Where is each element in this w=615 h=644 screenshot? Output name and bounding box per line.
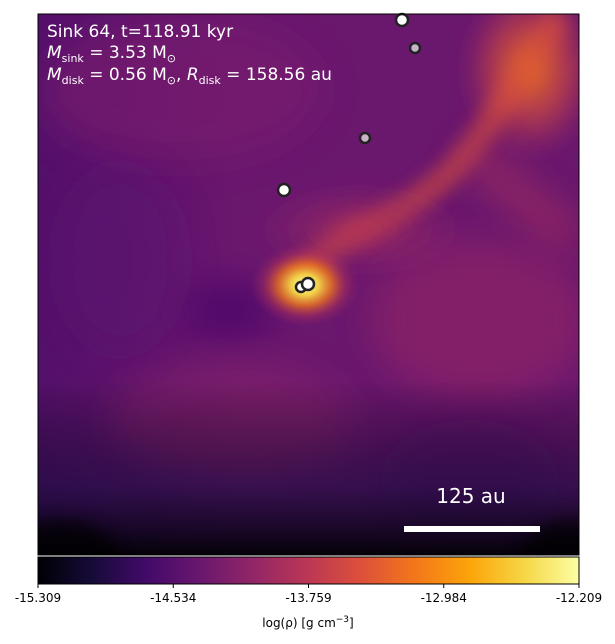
colorbar-tick-label: -14.534 xyxy=(150,591,196,605)
sink-marker xyxy=(394,12,410,28)
colorbar-tick-label: -12.209 xyxy=(556,591,602,605)
sink-marker xyxy=(408,41,422,55)
sink-markers xyxy=(276,12,422,294)
colorbar-tick-label: -13.759 xyxy=(285,591,331,605)
colorbar-ticks: -15.309 -14.534 -13.759 -12.984 -12.209 xyxy=(15,584,602,605)
density-map xyxy=(38,14,579,555)
colorbar-tick-label: -12.984 xyxy=(421,591,467,605)
sink-mass-label: Msink = 3.53 M⊙ xyxy=(47,43,176,65)
sink-marker xyxy=(300,276,316,292)
colorbar-label: log(ρ) [g cm−3] xyxy=(262,615,353,630)
sink-time-label: Sink 64, t=118.91 kyr xyxy=(47,22,233,42)
plot-frame xyxy=(37,13,580,556)
colorbar-tick-label: -15.309 xyxy=(15,591,61,605)
sink-marker xyxy=(358,131,372,145)
scale-bar-label: 125 au xyxy=(436,484,505,508)
scale-bar xyxy=(404,526,540,532)
disk-mass-radius-label: Mdisk = 0.56 M⊙, Rdisk = 158.56 au xyxy=(47,65,332,87)
sink-marker xyxy=(276,182,292,198)
colorbar xyxy=(37,556,580,585)
